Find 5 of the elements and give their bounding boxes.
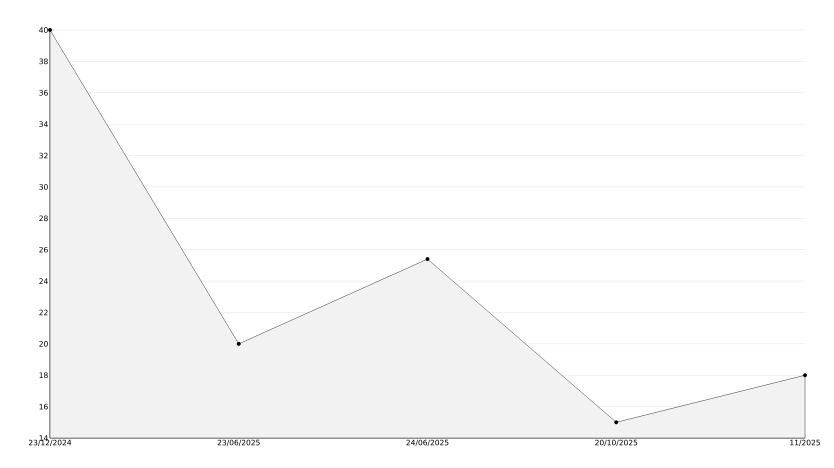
point xyxy=(614,420,618,424)
point xyxy=(803,373,808,378)
point xyxy=(48,28,52,32)
point xyxy=(236,342,241,346)
point xyxy=(426,257,430,262)
